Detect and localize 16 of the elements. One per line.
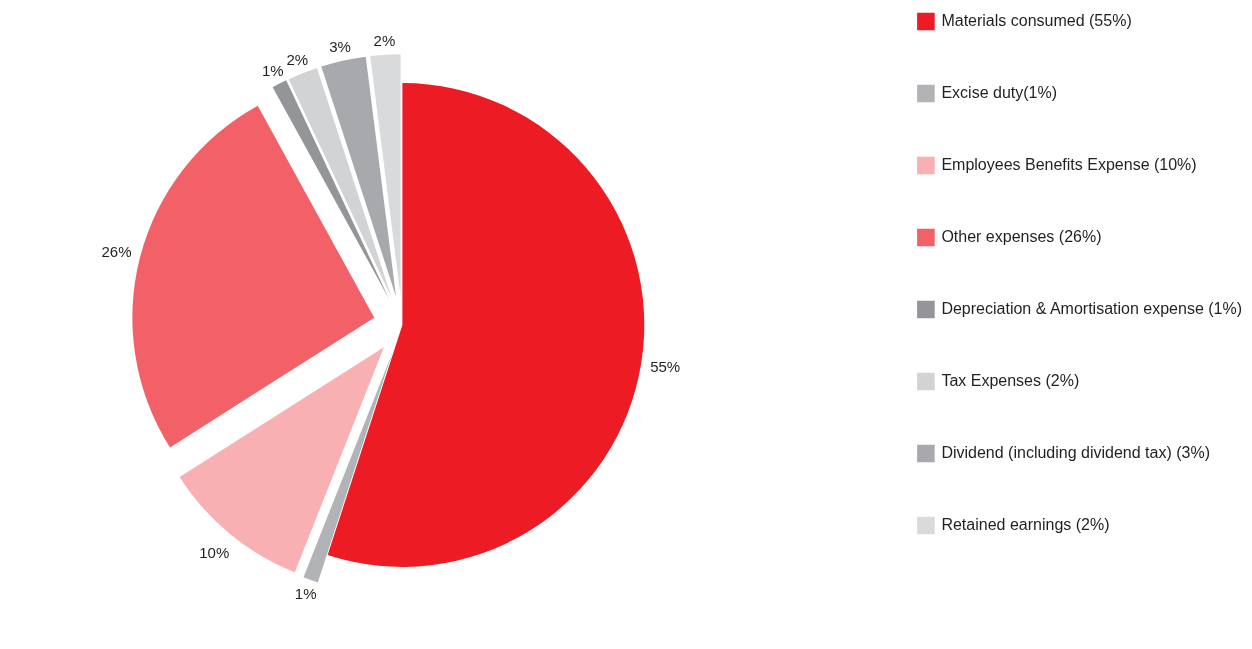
legend-label: Other expenses (26%) — [941, 228, 1102, 246]
data-label: 2% — [373, 31, 396, 49]
data-label: 1% — [294, 585, 317, 603]
data-label: 1% — [261, 62, 284, 80]
legend-label: Retained earnings (2%) — [941, 516, 1110, 534]
legend-label: Dividend (including dividend tax) (3%) — [941, 444, 1210, 462]
data-label: 10% — [199, 543, 230, 561]
legend-label: Employees Benefits Expense (10%) — [941, 156, 1197, 174]
legend-label: Tax Expenses (2%) — [941, 372, 1080, 390]
data-label: 55% — [650, 358, 681, 376]
data-label: 26% — [101, 243, 132, 261]
data-label: 3% — [329, 37, 351, 55]
legend-label: Excise duty(1%) — [941, 84, 1057, 102]
legend-label: Depreciation & Amortisation expense (1%) — [941, 300, 1242, 318]
data-label: 2% — [286, 51, 309, 69]
legend-label: Materials consumed (55%) — [941, 12, 1132, 30]
